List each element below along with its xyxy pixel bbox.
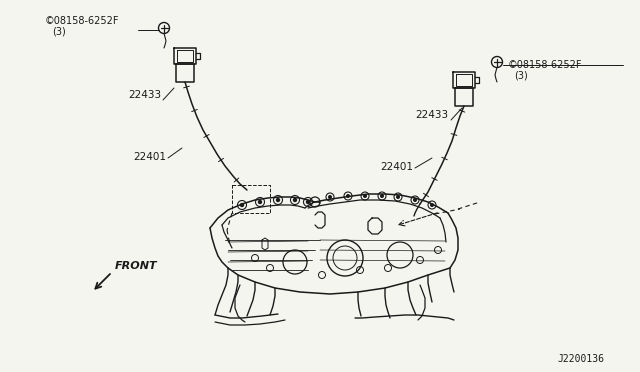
Text: 22433: 22433 <box>128 90 161 100</box>
Circle shape <box>259 201 262 203</box>
Circle shape <box>276 199 280 202</box>
Text: 22401: 22401 <box>380 162 413 172</box>
Text: 22433: 22433 <box>415 110 448 120</box>
Circle shape <box>381 195 383 197</box>
Circle shape <box>431 204 433 206</box>
Circle shape <box>294 199 296 202</box>
Circle shape <box>347 195 349 197</box>
Text: ©08158-6252F: ©08158-6252F <box>45 16 120 26</box>
Circle shape <box>329 196 332 198</box>
Circle shape <box>241 203 243 206</box>
Text: (3): (3) <box>52 26 66 36</box>
Circle shape <box>364 195 366 197</box>
Circle shape <box>397 196 399 198</box>
Text: ©08158-6252F: ©08158-6252F <box>508 60 582 70</box>
Circle shape <box>307 201 310 203</box>
Text: (3): (3) <box>514 70 528 80</box>
Text: J2200136: J2200136 <box>557 354 604 364</box>
Text: FRONT: FRONT <box>115 261 157 271</box>
Circle shape <box>413 199 416 201</box>
Text: 22401: 22401 <box>133 152 166 162</box>
